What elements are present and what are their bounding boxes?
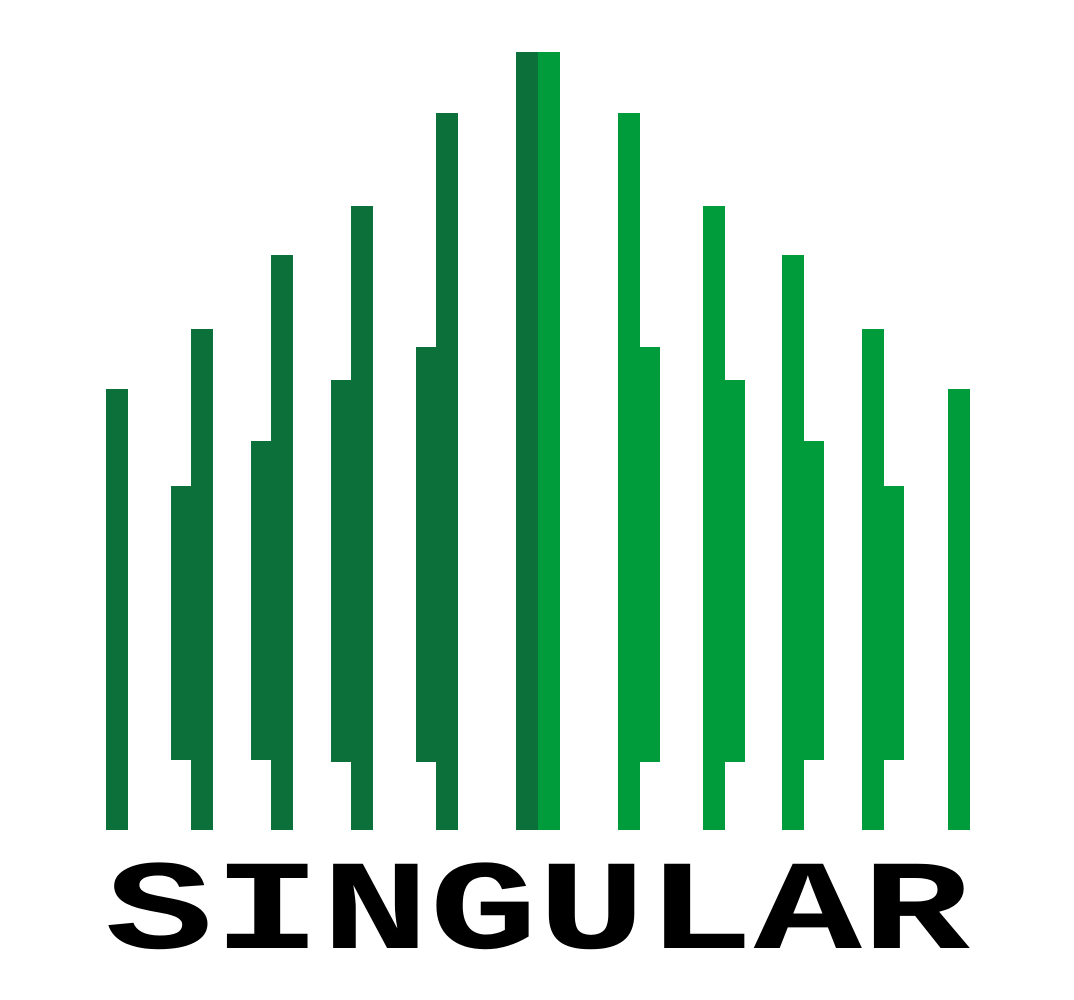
bar <box>538 52 560 830</box>
logo-bars <box>106 52 970 830</box>
bar <box>171 486 213 760</box>
bar <box>516 52 538 830</box>
logo-text: SINGULAR <box>105 842 970 987</box>
bar <box>948 389 970 830</box>
bar <box>618 347 660 762</box>
bar <box>106 389 128 830</box>
bar <box>782 441 824 760</box>
bar <box>416 347 458 762</box>
bar <box>331 380 373 762</box>
bar <box>862 486 904 760</box>
bar <box>703 380 745 762</box>
bar <box>251 441 293 760</box>
